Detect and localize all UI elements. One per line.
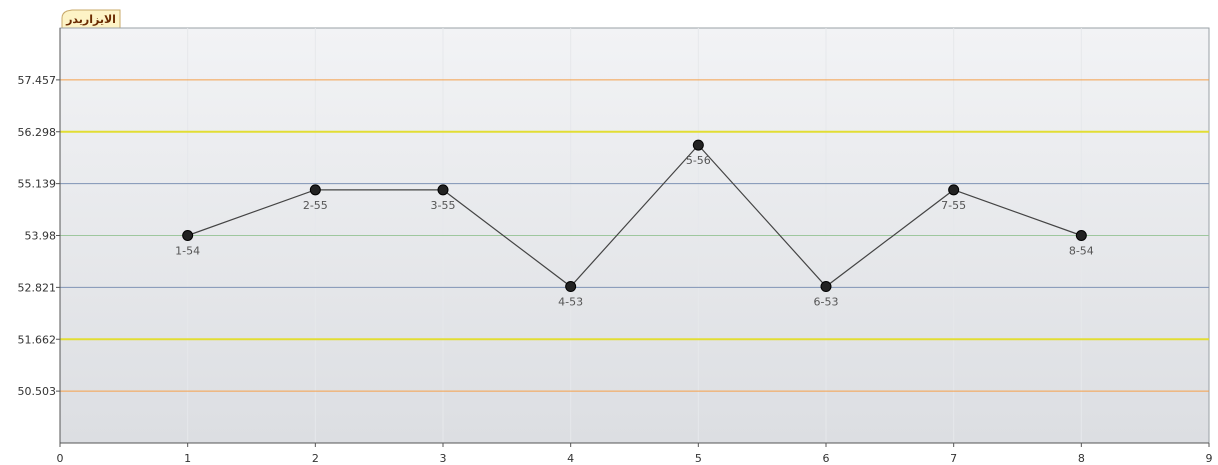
data-point	[309, 184, 321, 196]
data-label: 6-53	[814, 296, 839, 309]
data-point	[182, 230, 194, 241]
axes: 0 1 2 3 4 5 6 7 8 9 50.503 51.662 52.821 53.98 55.139 5…	[18, 28, 1213, 465]
data-label: 2-55	[303, 199, 328, 212]
y-tick-label: 55.139	[18, 178, 57, 191]
chart-tab-shape	[61, 9, 121, 29]
y-tick-label: 50.503	[18, 385, 57, 398]
control-limit-lines	[60, 79, 1209, 392]
x-tick-label: 9	[1206, 452, 1213, 465]
x-tick-label: 4	[567, 452, 574, 465]
data-point	[948, 184, 960, 196]
chart-tab[interactable]: الايزاريدر	[61, 9, 121, 29]
data-series: 1-54 2-55 3-55 4-53 5-56 6-53 7-55 8-54	[175, 139, 1094, 309]
data-label: 3-55	[431, 199, 456, 212]
x-tick-label: 3	[440, 452, 447, 465]
series-line	[187, 144, 1082, 288]
x-tick-label: 8	[1078, 452, 1085, 465]
y-tick-label: 52.821	[18, 281, 57, 294]
y-tick-label: 53.98	[25, 230, 57, 243]
data-label: 8-54	[1069, 245, 1094, 258]
data-label: 7-55	[941, 199, 966, 212]
x-tick-label: 5	[695, 452, 702, 465]
y-tick-label: 51.662	[18, 333, 57, 346]
chart-tab-label: الايزاريدر	[65, 13, 116, 26]
data-point	[565, 281, 577, 293]
x-tick-label: 2	[312, 452, 319, 465]
y-tick-label: 56.298	[18, 126, 57, 139]
data-point	[437, 184, 449, 196]
y-tick-label: 57.457	[18, 74, 57, 87]
x-tick-label: 1	[184, 452, 191, 465]
data-point	[692, 139, 704, 151]
data-point	[1075, 230, 1087, 241]
x-tick-label: 6	[823, 452, 830, 465]
data-label: 4-53	[558, 296, 583, 309]
data-point	[820, 281, 832, 293]
x-tick-label: 7	[950, 452, 957, 465]
data-label: 1-54	[175, 245, 200, 258]
x-tick-label: 0	[57, 452, 64, 465]
data-label: 5-56	[686, 154, 711, 167]
